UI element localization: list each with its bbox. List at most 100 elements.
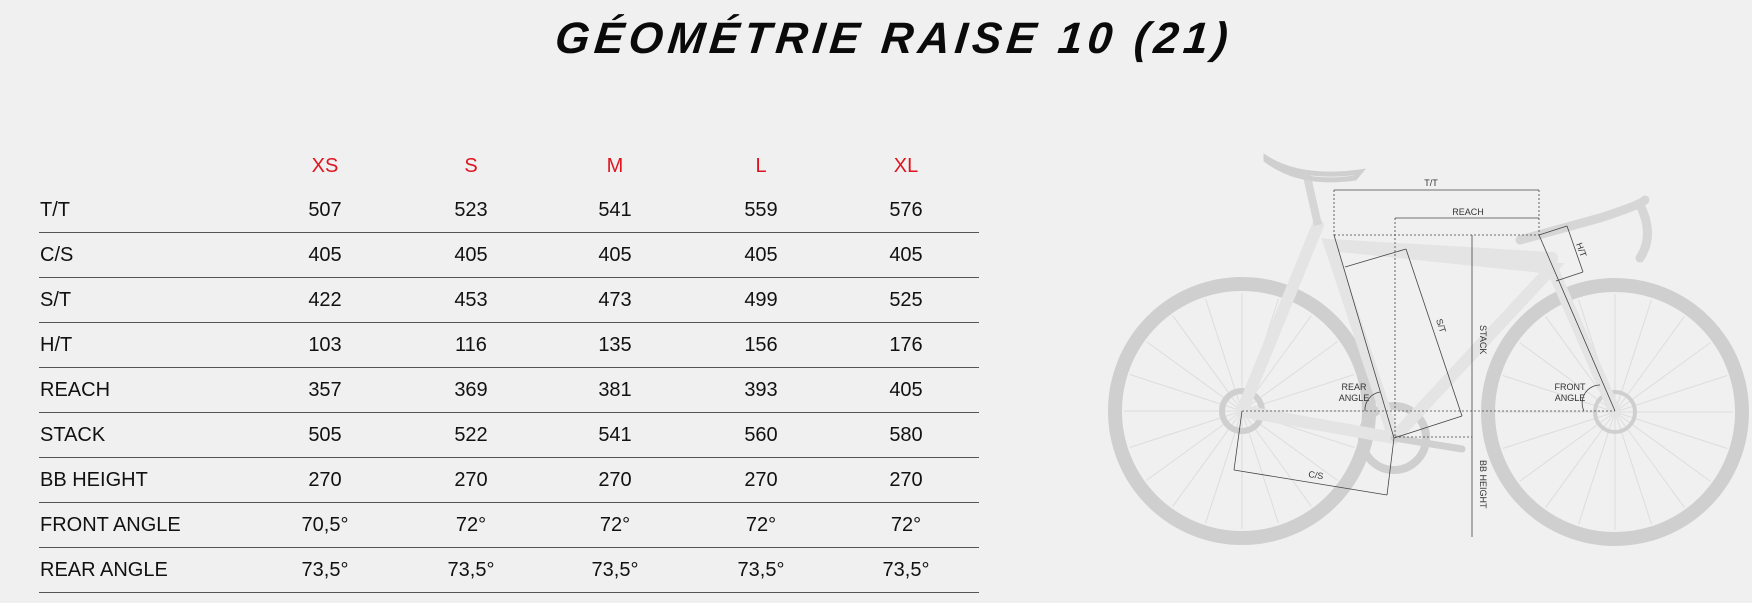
table-cell: 405 [889, 379, 923, 401]
row-label: BB HEIGHT [40, 469, 148, 491]
table-cell: 525 [889, 289, 923, 311]
table-cell: 72° [745, 514, 777, 536]
seatpost [1302, 171, 1322, 226]
table-row: STACK 505 522 541 560 580 [39, 413, 979, 458]
table-cell: 560 [744, 424, 778, 446]
table-cell: 507 [308, 199, 342, 221]
spoke [1502, 411, 1616, 449]
table-cell: 357 [308, 379, 342, 401]
table-cell: 453 [454, 289, 488, 311]
table-row: REACH 357 369 381 393 405 [39, 368, 979, 413]
table-cell: 72° [599, 514, 631, 536]
table-row: C/S 405 405 405 405 405 [39, 233, 979, 278]
rear-wheel [1108, 277, 1376, 545]
table-cell: 103 [308, 334, 342, 356]
table-cell: 73,5° [737, 559, 785, 581]
size-header: M [606, 155, 624, 177]
size-header: S [464, 155, 478, 177]
table-cell: 405 [454, 244, 488, 266]
spoke [1614, 411, 1652, 525]
table-row: REAR ANGLE 73,5° 73,5° 73,5° 73,5° 73,5° [39, 548, 979, 593]
row-label: FRONT ANGLE [40, 514, 181, 536]
table-cell: 405 [598, 244, 632, 266]
spoke [1614, 411, 1728, 449]
row-label: T/T [40, 199, 70, 221]
table-cell: 270 [889, 469, 923, 491]
table-cell: 473 [598, 289, 632, 311]
size-header: L [755, 155, 767, 177]
table-cell: 270 [744, 469, 778, 491]
table-cell: 499 [744, 289, 778, 311]
spoke [1519, 411, 1616, 482]
front-angle-label: ANGLE [1555, 393, 1586, 403]
row-label: H/T [40, 334, 73, 356]
table-cell: 523 [454, 199, 488, 221]
table-row: S/T 422 453 473 499 525 [39, 278, 979, 323]
reach-label: REACH [1452, 207, 1484, 217]
table-cell: 73,5° [591, 559, 639, 581]
table-cell: 381 [598, 379, 632, 401]
table-cell: 422 [308, 289, 342, 311]
rear-angle-label: ANGLE [1339, 393, 1370, 403]
saddle [1263, 153, 1367, 183]
table-cell: 369 [454, 379, 488, 401]
table-cell: 541 [598, 199, 632, 221]
size-header: XS [311, 155, 339, 177]
table-cell: 393 [744, 379, 778, 401]
spoke [1578, 411, 1616, 525]
table-cell: 70,5° [301, 514, 349, 536]
table-cell: 522 [454, 424, 488, 446]
table-cell: 72° [455, 514, 487, 536]
table-row: T/T 507 523 541 559 576 [39, 188, 979, 233]
spoke [1614, 299, 1652, 413]
st-label: S/T [1434, 318, 1448, 335]
rear-angle-label: REAR [1341, 382, 1367, 392]
table-cell: 116 [455, 334, 487, 356]
spoke [1614, 375, 1728, 413]
table-cell: 580 [889, 424, 923, 446]
table-cell: 559 [744, 199, 778, 221]
size-header: XL [893, 155, 919, 177]
front-wheel [1481, 278, 1749, 546]
table-cell: 176 [889, 334, 923, 356]
row-label: C/S [40, 244, 74, 266]
row-label: REAR ANGLE [40, 559, 168, 581]
table-cell: 135 [598, 334, 632, 356]
table-cell: 73,5° [301, 559, 349, 581]
brake-rotor [1593, 390, 1637, 434]
table-cell: 270 [598, 469, 632, 491]
crank-arm [1390, 434, 1466, 453]
bike-frame [1236, 219, 1621, 445]
row-label: S/T [40, 289, 72, 311]
spoke [1614, 411, 1685, 508]
geometry-table: XS S M L XL T/T 507 523 541 559 576 C/S 405 405 4… [39, 150, 979, 593]
spoke [1545, 411, 1616, 508]
table-cell: 73,5° [882, 559, 930, 581]
table-row: H/T 103 116 135 156 176 [39, 323, 979, 368]
table-cell: 541 [598, 424, 632, 446]
front-angle-label: FRONT [1555, 382, 1586, 392]
measurement-lines [1233, 189, 1616, 537]
bb-height-label: BB HEIGHT [1478, 460, 1488, 509]
cs-label: C/S [1308, 469, 1324, 481]
tt-label: T/T [1424, 178, 1438, 188]
stack-label: STACK [1478, 325, 1488, 354]
table-cell: 405 [889, 244, 923, 266]
table-cell: 156 [744, 334, 778, 356]
table-cell: 405 [308, 244, 342, 266]
table-cell: 576 [889, 199, 923, 221]
handlebar [1515, 195, 1652, 263]
size-header-row: XS S M L XL [39, 150, 979, 188]
row-label: REACH [40, 379, 111, 401]
row-label: STACK [40, 424, 106, 446]
ht-label: H/T [1574, 241, 1589, 259]
table-cell: 72° [890, 514, 922, 536]
spoke [1614, 342, 1711, 413]
table-row: FRONT ANGLE 70,5° 72° 72° 72° 72° [39, 503, 979, 548]
table-cell: 405 [744, 244, 778, 266]
table-cell: 270 [454, 469, 488, 491]
spoke [1614, 316, 1685, 413]
spoke [1614, 411, 1711, 482]
table-cell: 73,5° [447, 559, 495, 581]
